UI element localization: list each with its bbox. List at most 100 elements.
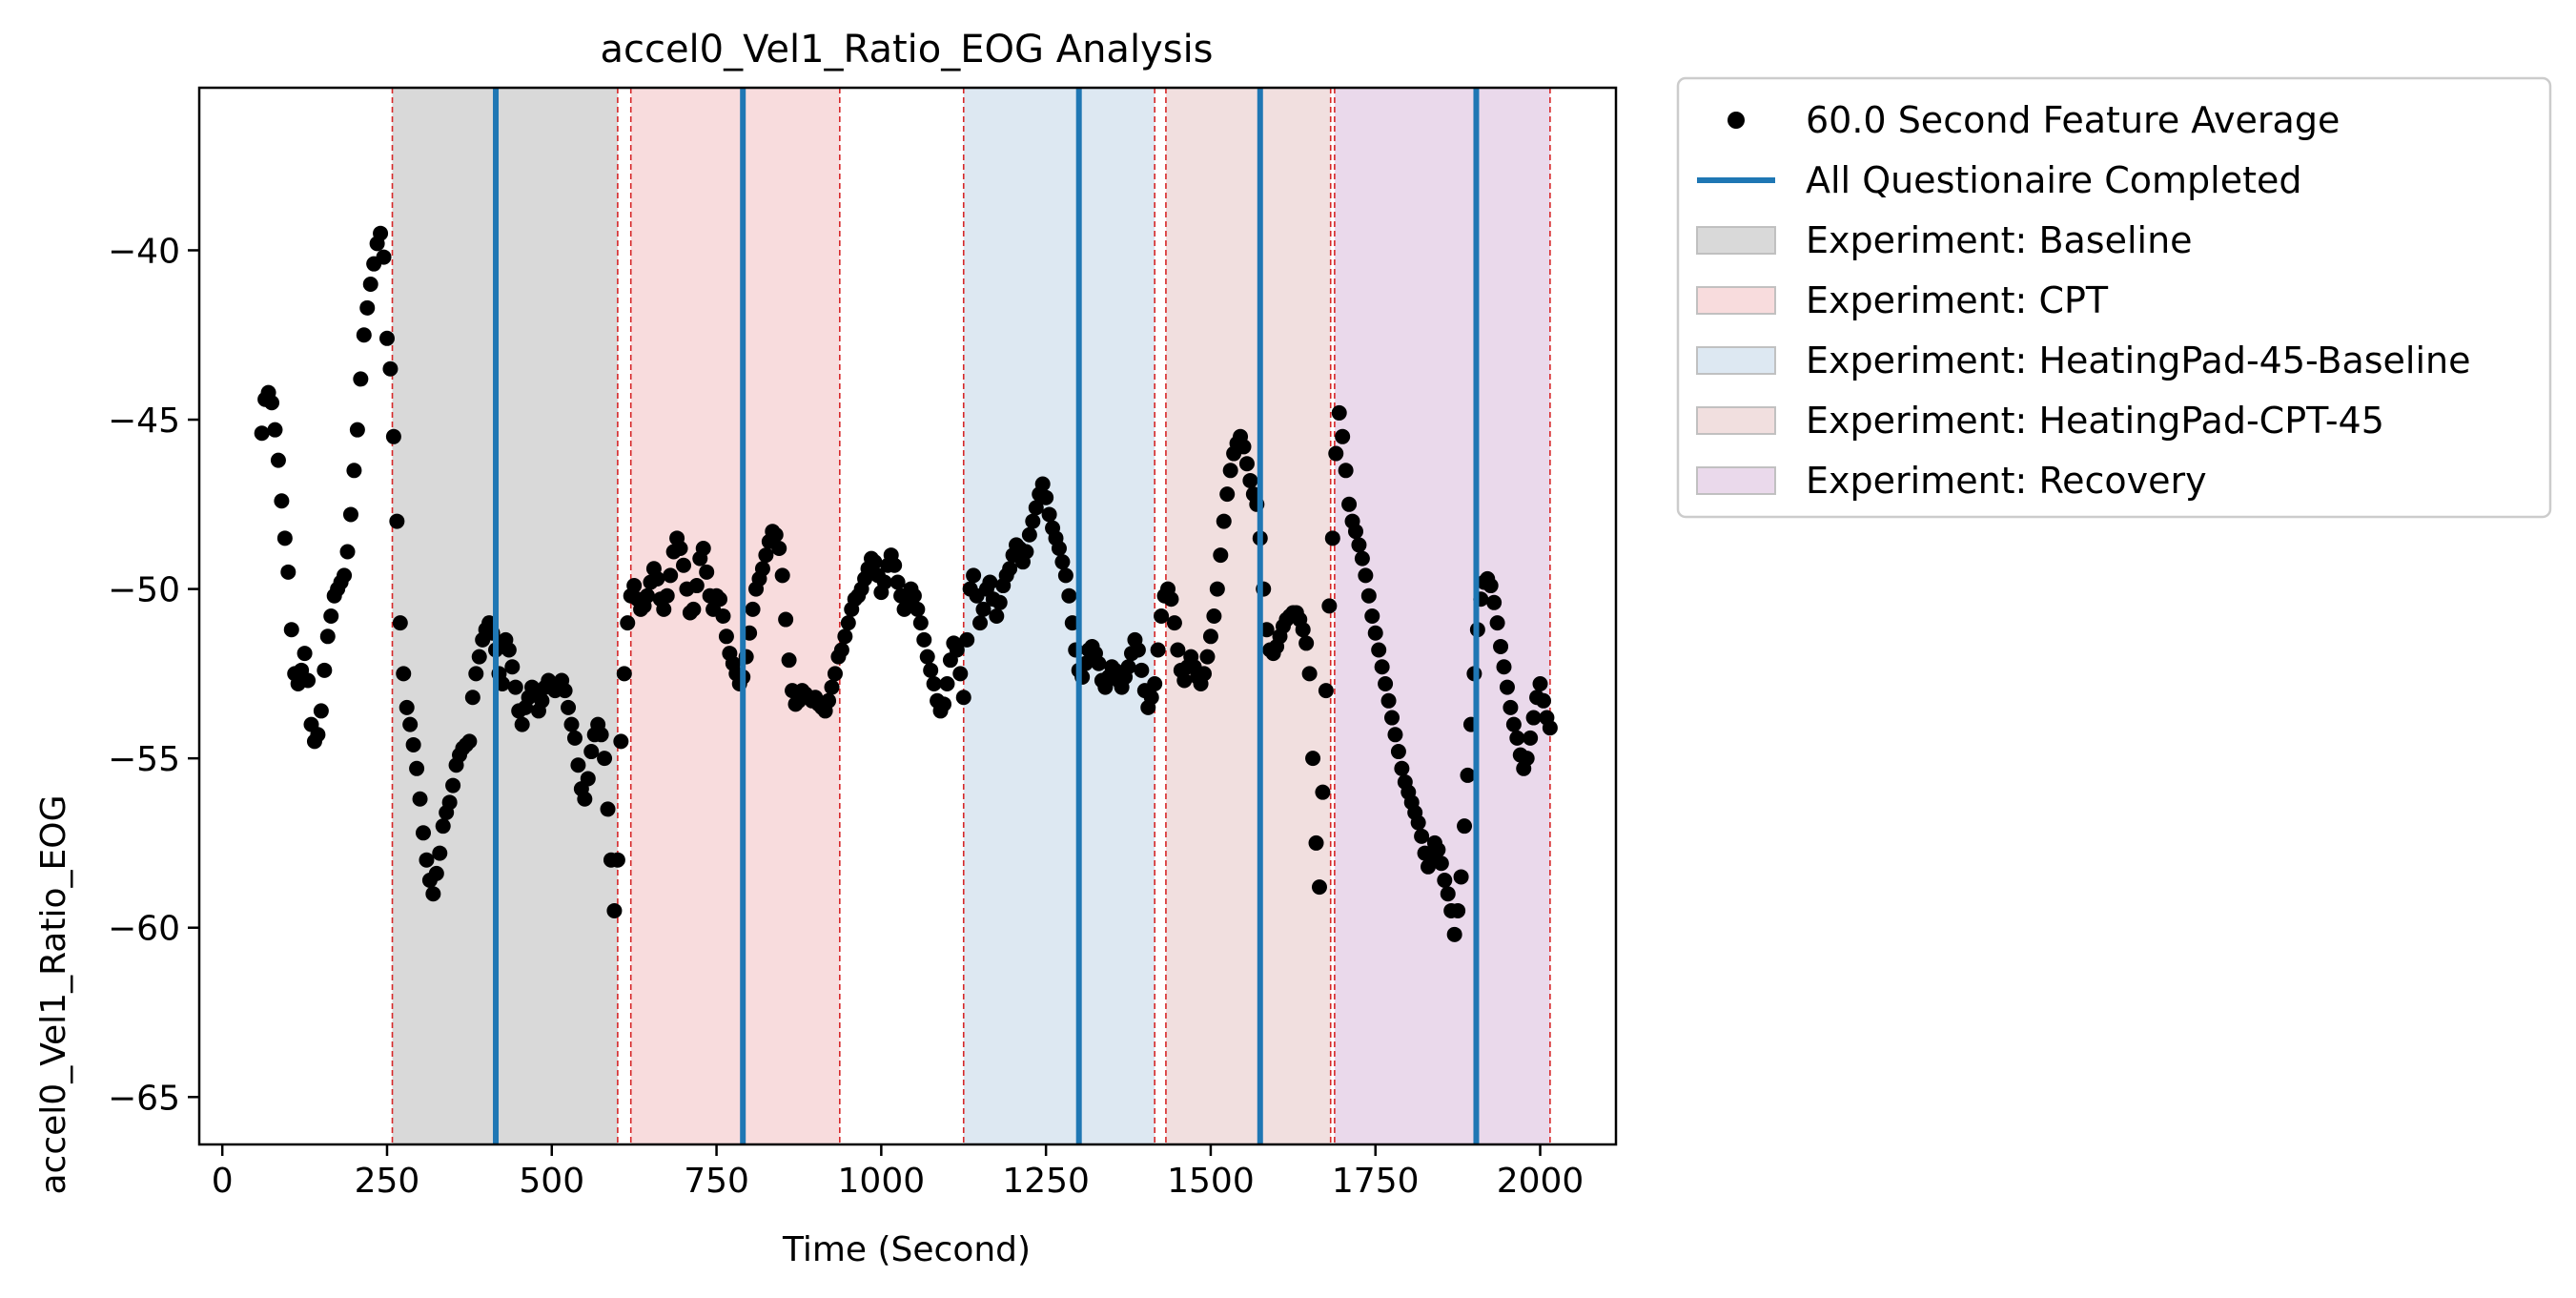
data-point-0-57 [441,794,458,811]
data-point-0-266 [1130,642,1146,658]
data-point-0-201 [916,631,932,648]
legend-label: All Questionaire Completed [1806,159,2302,201]
data-point-0-227 [1002,561,1018,577]
data-point-0-37 [376,249,392,265]
data-point-0-63 [461,733,478,750]
data-point-0-52 [425,886,441,902]
legend-label: Experiment: CPT [1806,279,2109,321]
data-point-0-377 [1496,659,1512,675]
data-point-0-156 [767,526,784,543]
series-points [254,225,1558,942]
data-point-0-65 [468,666,484,682]
legend-marker [1728,112,1745,129]
data-point-0-117 [639,587,655,604]
data-point-0-139 [712,591,728,608]
data-point-0-358 [1433,855,1449,872]
data-point-0-186 [867,554,883,570]
data-point-0-77 [507,679,523,695]
data-point-0-152 [754,561,770,577]
data-point-0-153 [758,547,774,564]
data-point-0-342 [1380,692,1397,709]
data-point-0-374 [1486,594,1503,610]
data-point-0-111 [620,615,636,631]
data-point-0-337 [1364,608,1380,624]
data-point-0-321 [1311,879,1327,896]
data-point-0-360 [1440,886,1456,902]
x-tick-label: 250 [355,1162,420,1201]
data-point-0-58 [445,777,461,793]
data-point-0-363 [1450,902,1466,918]
data-point-0-33 [362,276,378,292]
data-point-0-211 [949,642,965,658]
legend-patch [1696,286,1776,315]
data-point-0-113 [626,578,643,594]
data-point-0-328 [1335,428,1351,444]
legend-label: Experiment: Baseline [1806,219,2193,261]
data-point-0-344 [1387,727,1403,743]
data-point-0-389 [1535,692,1551,709]
data-point-0-267 [1134,662,1150,678]
data-point-0-323 [1318,683,1334,699]
data-point-0-79 [514,716,530,732]
data-point-0-340 [1374,659,1390,675]
data-point-0-245 [1061,587,1077,604]
data-point-0-47 [409,760,425,776]
y-tick-label: −55 [108,740,180,779]
data-point-0-271 [1147,676,1163,692]
data-point-0-272 [1150,642,1166,658]
data-point-0-31 [356,327,372,343]
data-point-0-149 [745,601,761,617]
data-point-0-207 [936,696,952,712]
data-point-0-219 [975,601,992,617]
data-point-0-93 [561,699,577,715]
data-point-0-381 [1509,730,1525,746]
data-point-0-333 [1351,537,1367,553]
data-point-0-54 [432,845,448,861]
plot-frame [197,86,1618,1146]
data-point-0-140 [715,608,731,624]
data-point-0-189 [876,574,892,590]
data-point-0-326 [1328,445,1344,462]
data-point-0-254 [1091,655,1107,671]
data-point-0-9 [283,622,299,638]
data-point-0-286 [1196,666,1213,682]
x-tick-label: 1750 [1332,1162,1420,1201]
data-point-0-36 [373,225,389,241]
data-point-0-172 [821,692,837,709]
legend-patch [1696,226,1776,255]
data-point-0-388 [1532,676,1548,692]
data-point-0-108 [609,852,625,868]
data-point-0-278 [1170,642,1186,658]
data-point-0-96 [570,757,586,773]
data-point-0-17 [310,727,326,743]
data-point-0-4 [267,422,283,438]
data-point-0-385 [1523,730,1539,746]
data-point-0-335 [1358,567,1374,584]
data-point-0-391 [1542,720,1558,736]
data-point-0-21 [323,608,339,624]
data-point-0-18 [313,703,329,719]
data-point-0-336 [1360,587,1377,604]
data-point-0-244 [1057,567,1073,584]
data-point-0-216 [966,567,982,584]
data-point-0-120 [649,570,665,587]
data-point-0-200 [912,615,929,631]
data-point-0-327 [1331,404,1347,421]
data-point-0-365 [1457,818,1473,834]
data-point-0-263 [1120,659,1136,675]
data-point-0-159 [778,611,794,628]
data-point-0-98 [577,791,593,807]
y-axis-label: accel0_Vel1_Ratio_EOG [34,795,73,1195]
data-point-0-239 [1041,506,1057,523]
data-point-0-124 [663,567,679,584]
x-tick-label: 1500 [1167,1162,1255,1201]
data-point-0-92 [557,683,573,699]
data-point-0-85 [534,692,550,709]
data-point-0-290 [1209,581,1225,597]
data-point-0-346 [1394,760,1410,776]
data-point-0-199 [910,601,926,617]
data-point-0-27 [342,506,358,523]
data-point-0-273 [1154,608,1170,624]
data-point-0-343 [1384,710,1400,726]
